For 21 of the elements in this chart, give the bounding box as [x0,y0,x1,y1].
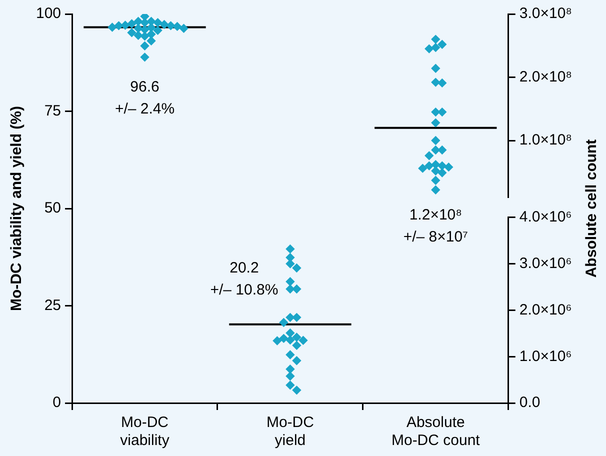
y-axis-title: Mo-DC viability and yield (%) [8,106,26,312]
y3-tick-label: 0.0 [519,394,540,412]
x-tick-label: Absolute Mo-DC count [391,414,481,450]
annotation: 1.2×10⁸ +/– 8×10⁷ [403,206,468,246]
y-tick-label: 100 [36,5,62,22]
y-tick-label: 50 [44,200,62,217]
annotation: 20.2 +/– 10.8% [210,260,278,299]
y-tick-label: 25 [44,296,62,314]
annotation: 96.6 +/– 2.4% [114,78,175,118]
y2-tick-label: 2.0×10⁸ [519,68,572,86]
y-tick-label: 0 [52,394,62,412]
x-tick-label: Mo-DC viability [120,414,170,450]
y2-tick-label: 1.0×10⁸ [519,132,572,149]
x-tick-label: Mo-DC yield [266,414,314,450]
y3-tick-label: 1.0×10⁶ [519,348,572,365]
y3-tick-label: 4.0×10⁶ [519,208,572,226]
y3-tick-label: 2.0×10⁶ [519,301,572,318]
y-tick-label: 75 [44,102,62,120]
y2-axis-title: Absolute cell count [583,139,600,278]
y2-tick-label: 3.0×10⁸ [519,5,572,22]
y3-tick-label: 3.0×10⁶ [519,254,572,272]
